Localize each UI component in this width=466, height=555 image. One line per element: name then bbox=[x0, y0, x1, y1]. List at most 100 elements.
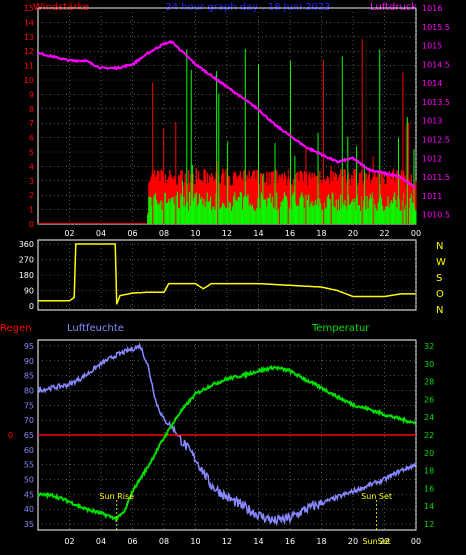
gust-bar bbox=[366, 196, 368, 224]
gust-bar bbox=[243, 197, 245, 224]
gust-bar bbox=[311, 200, 313, 224]
gust-bar bbox=[357, 205, 360, 224]
humidity-x-tick-14: 14 bbox=[253, 537, 263, 546]
gust-bar bbox=[254, 211, 256, 224]
wind-y-tick-11: 11 bbox=[24, 62, 34, 71]
temperature-y-tick-32: 32 bbox=[424, 342, 434, 351]
wind-bar bbox=[123, 223, 126, 224]
wind-bar bbox=[318, 183, 320, 224]
gust-bar bbox=[238, 196, 241, 224]
wind-bar bbox=[256, 170, 258, 224]
gust-bar bbox=[218, 209, 221, 224]
gust-bar bbox=[340, 194, 342, 224]
gust-bar bbox=[277, 210, 279, 224]
wind-bar bbox=[93, 223, 95, 224]
gust-bar bbox=[399, 210, 402, 224]
rain-zero-label: 0 bbox=[8, 431, 13, 440]
wind-bar bbox=[104, 223, 106, 224]
wind-bar bbox=[83, 223, 85, 224]
humidity-y-tick-35: 35 bbox=[24, 520, 34, 529]
wind-bar bbox=[279, 177, 281, 224]
wind-bar bbox=[202, 182, 204, 224]
wind-bar bbox=[117, 223, 119, 224]
wind-bar bbox=[78, 223, 81, 224]
gust-bar bbox=[230, 210, 233, 224]
gust-bar bbox=[265, 198, 267, 224]
rain-label: Regen bbox=[0, 323, 32, 334]
wind-bar bbox=[298, 180, 300, 224]
direction-y-tick-270: 270 bbox=[19, 256, 34, 265]
gust-bar bbox=[370, 197, 373, 224]
pressure-y-tick-1014.5: 1014.5 bbox=[422, 60, 450, 69]
wind-x-tick-08: 08 bbox=[159, 229, 169, 238]
temperature-y-tick-30: 30 bbox=[424, 360, 434, 369]
wind-bar bbox=[315, 176, 318, 224]
humidity-y-tick-55: 55 bbox=[24, 461, 34, 470]
wind-bar bbox=[310, 178, 312, 224]
wind-bar bbox=[56, 223, 59, 224]
humidity-y-tick-90: 90 bbox=[24, 357, 34, 366]
gust-bar bbox=[358, 205, 361, 224]
gust-bar bbox=[379, 194, 382, 224]
wind-bar bbox=[255, 179, 257, 224]
wind-bar bbox=[101, 223, 104, 224]
gust-bar bbox=[157, 203, 159, 224]
gust-bar bbox=[413, 207, 416, 224]
gust-bar bbox=[282, 199, 285, 224]
gust-bar bbox=[300, 195, 302, 224]
wind-bar bbox=[114, 223, 116, 224]
gust-bar bbox=[348, 204, 351, 224]
wind-x-tick-22: 22 bbox=[379, 229, 389, 238]
wind-y-tick-15: 15 bbox=[24, 4, 34, 13]
gust-bar bbox=[196, 206, 199, 224]
direction-y-tick-0: 0 bbox=[29, 302, 34, 311]
wind-bar bbox=[386, 174, 388, 224]
wind-bar bbox=[358, 172, 361, 224]
gust-bar bbox=[376, 210, 378, 224]
gust-bar bbox=[264, 199, 266, 224]
wind-bar bbox=[179, 175, 181, 224]
wind-bar bbox=[39, 223, 41, 224]
gust-bar bbox=[207, 202, 210, 224]
wind-bar bbox=[178, 175, 180, 224]
wind-bar bbox=[138, 223, 140, 224]
wind-bar bbox=[351, 174, 353, 224]
wind-bar bbox=[323, 179, 325, 224]
wind-bar bbox=[111, 223, 114, 224]
wind-bar bbox=[218, 184, 221, 224]
gust-bar bbox=[152, 197, 155, 224]
wind-bar bbox=[60, 223, 62, 224]
wind-bar bbox=[266, 171, 268, 224]
gust-bar bbox=[302, 197, 305, 224]
humidity-y-tick-60: 60 bbox=[24, 446, 34, 455]
wind-bar bbox=[241, 179, 244, 224]
gust-bar bbox=[172, 197, 174, 224]
gust-bar bbox=[195, 192, 198, 224]
humidity-x-tick-00: 00 bbox=[411, 537, 421, 546]
wind-bar bbox=[204, 170, 206, 224]
temperature-y-tick-26: 26 bbox=[424, 395, 434, 404]
wind-bar bbox=[44, 223, 47, 224]
gust-bar bbox=[251, 204, 254, 224]
wind-bar bbox=[187, 169, 190, 224]
direction-compass-O: O bbox=[436, 289, 444, 300]
gust-bar bbox=[395, 200, 397, 224]
gust-bar bbox=[201, 196, 203, 224]
gust-bar bbox=[213, 206, 215, 224]
wind-bar bbox=[272, 171, 275, 224]
wind-bar bbox=[126, 223, 128, 224]
wind-bar bbox=[68, 223, 71, 224]
pressure-y-tick-1014: 1014 bbox=[422, 79, 442, 88]
wind-bar bbox=[250, 175, 253, 224]
gust-bar bbox=[331, 191, 333, 224]
gust-bar bbox=[221, 206, 223, 224]
gust-bar bbox=[377, 202, 379, 224]
wind-bar bbox=[58, 223, 61, 224]
wind-bar bbox=[122, 223, 125, 224]
direction-y-tick-360: 360 bbox=[19, 240, 34, 249]
wind-bar bbox=[254, 169, 256, 224]
wind-bar bbox=[116, 223, 118, 224]
wind-bar bbox=[65, 223, 67, 224]
wind-bar bbox=[157, 170, 159, 224]
gust-bar bbox=[233, 196, 235, 224]
